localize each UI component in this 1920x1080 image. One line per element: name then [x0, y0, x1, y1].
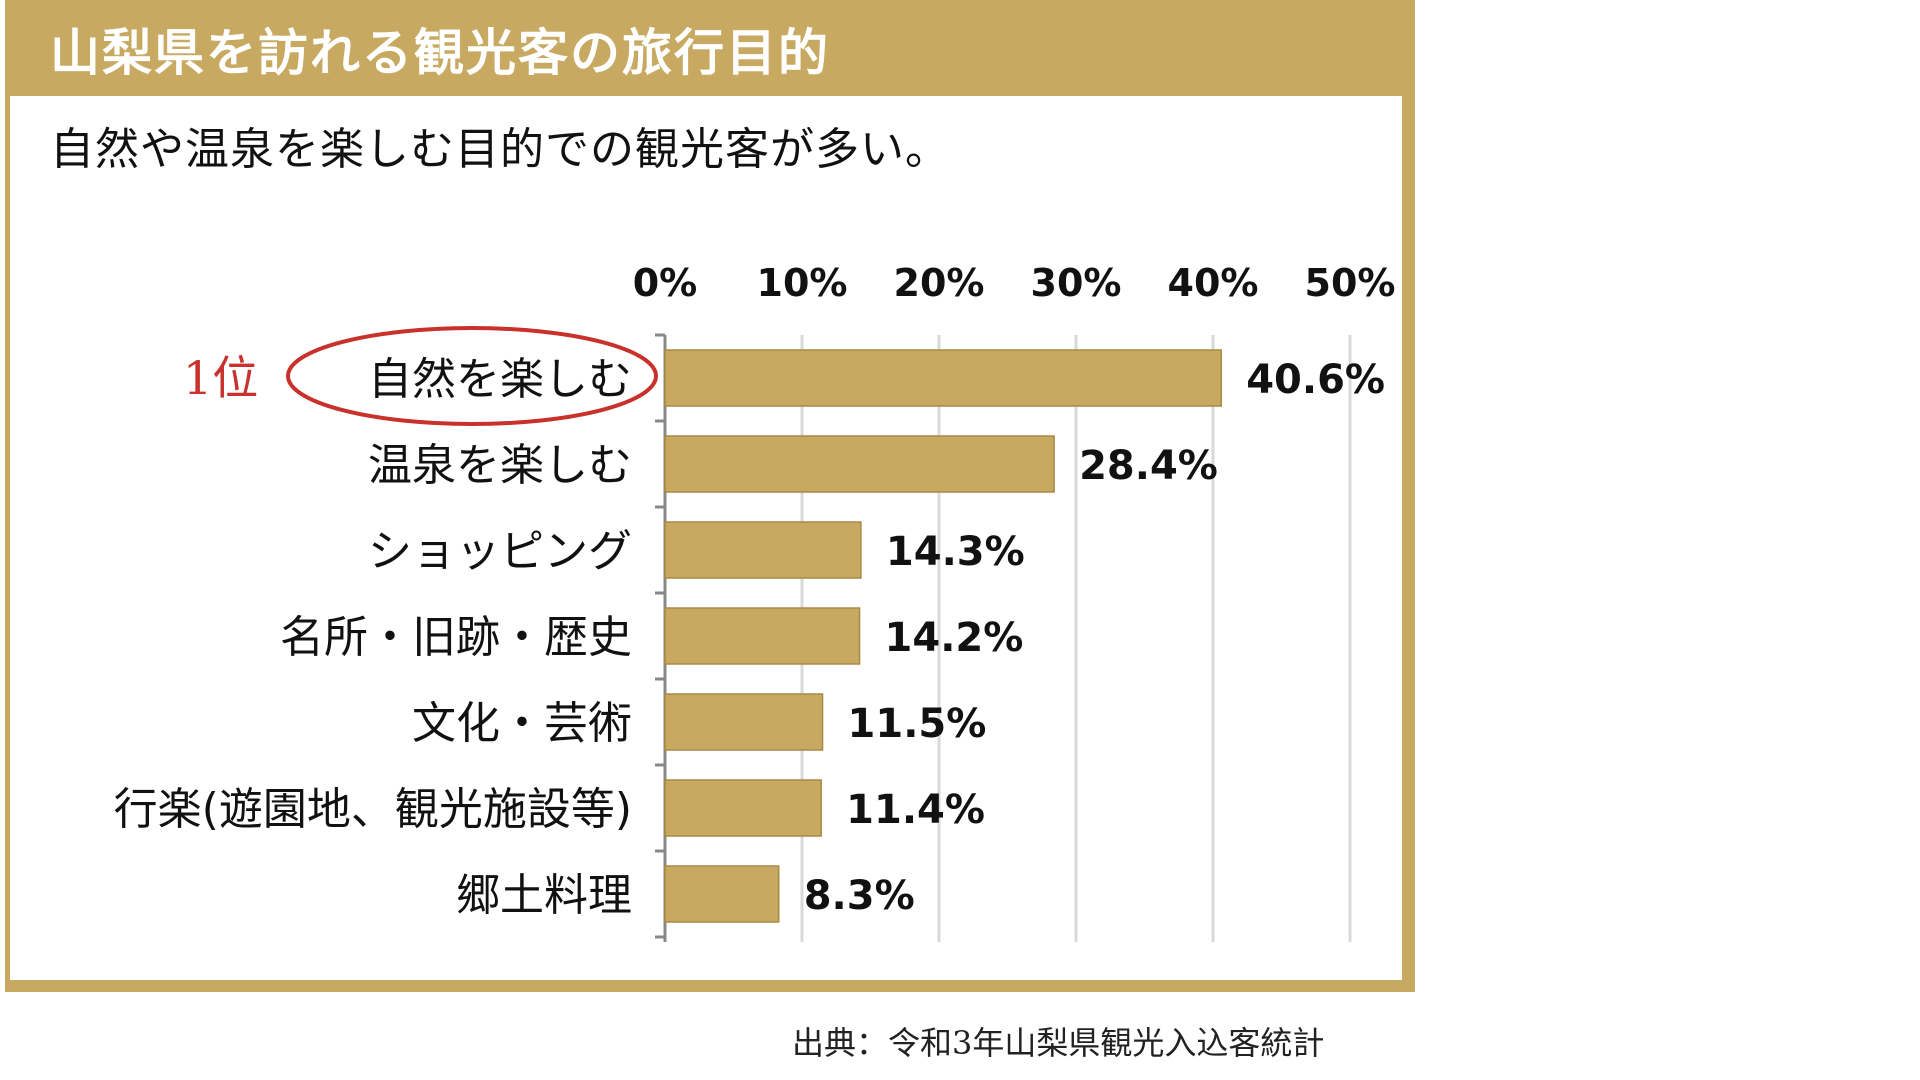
- x-tick-label: 0%: [633, 261, 698, 305]
- x-tick-label: 40%: [1168, 261, 1259, 305]
- value-label: 11.4%: [846, 787, 985, 833]
- category-label: 自然を楽しむ: [368, 354, 632, 405]
- rank-label: 1位: [183, 351, 258, 405]
- value-label: 8.3%: [804, 873, 915, 919]
- page-title: 山梨県を訪れる観光客の旅行目的: [50, 24, 830, 82]
- category-label: 名所・旧跡・歴史: [280, 612, 632, 663]
- category-label: 郷土料理: [456, 870, 632, 921]
- x-tick-label: 20%: [894, 261, 985, 305]
- category-labels: 自然を楽しむ温泉を楽しむショッピング名所・旧跡・歴史文化・芸術行楽(遊園地、観光…: [114, 354, 632, 921]
- bar: [664, 865, 780, 923]
- bar: [664, 607, 861, 665]
- x-axis-ticks: 0% 10% 20% 30% 40% 50%: [633, 261, 1396, 305]
- value-label: 14.2%: [885, 615, 1024, 661]
- x-tick-label: 10%: [757, 261, 848, 305]
- rank-highlight: 1位: [183, 326, 658, 426]
- category-label: 温泉を楽しむ: [368, 440, 632, 491]
- bar: [664, 349, 1222, 407]
- category-label: ショッピング: [368, 526, 632, 577]
- bar: [664, 779, 822, 837]
- category-label: 行楽(遊園地、観光施設等): [114, 784, 632, 835]
- highlight-ellipse: [286, 326, 658, 426]
- bars: [664, 349, 1222, 923]
- bar: [664, 521, 862, 579]
- bar: [664, 693, 824, 751]
- bar: [664, 435, 1055, 493]
- value-label: 11.5%: [848, 701, 987, 747]
- value-label: 14.3%: [886, 529, 1025, 575]
- source-note: 出典：令和3年山梨県観光入込客統計: [792, 1024, 1325, 1062]
- category-label: 文化・芸術: [412, 698, 632, 749]
- x-tick-label: 30%: [1031, 261, 1122, 305]
- value-label: 40.6%: [1246, 357, 1385, 403]
- x-tick-label: 50%: [1305, 261, 1396, 305]
- value-label: 28.4%: [1079, 443, 1218, 489]
- chart-subtitle: 自然や温泉を楽しむ目的での観光客が多い。: [50, 124, 950, 175]
- value-labels: 40.6% 28.4% 14.3% 14.2% 11.5% 11.4% 8.3%: [804, 357, 1385, 919]
- y-axis: [655, 333, 667, 942]
